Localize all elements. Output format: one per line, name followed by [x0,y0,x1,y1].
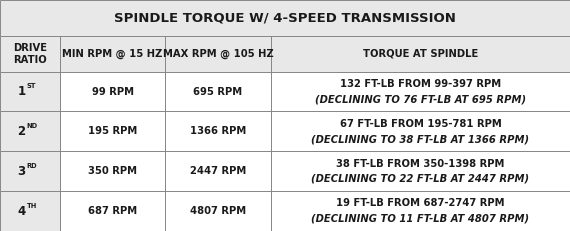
Bar [271,36,570,72]
Bar [0,72,60,112]
Text: TH: TH [26,203,37,209]
Text: (DECLINING TO 11 FT-LB AT 4807 RPM): (DECLINING TO 11 FT-LB AT 4807 RPM) [311,214,530,224]
Text: 38 FT-LB FROM 350-1398 RPM: 38 FT-LB FROM 350-1398 RPM [336,159,504,169]
Text: 99 RPM: 99 RPM [92,87,133,97]
Bar [0,151,60,191]
Text: 195 RPM: 195 RPM [88,126,137,136]
Bar [165,36,271,72]
Text: 132 FT-LB FROM 99-397 RPM: 132 FT-LB FROM 99-397 RPM [340,79,501,89]
Text: SPINDLE TORQUE W/ 4-SPEED TRANSMISSION: SPINDLE TORQUE W/ 4-SPEED TRANSMISSION [114,11,456,24]
Text: 1366 RPM: 1366 RPM [190,126,246,136]
Text: 2447 RPM: 2447 RPM [190,166,246,176]
Text: 3: 3 [17,165,25,178]
Text: 687 RPM: 687 RPM [88,206,137,216]
Text: (DECLINING TO 76 FT-LB AT 695 RPM): (DECLINING TO 76 FT-LB AT 695 RPM) [315,94,526,104]
Text: DRIVE
RATIO: DRIVE RATIO [13,43,47,64]
Text: ST: ST [26,83,36,89]
Text: (DECLINING TO 38 FT-LB AT 1366 RPM): (DECLINING TO 38 FT-LB AT 1366 RPM) [311,134,530,144]
Text: 4: 4 [17,205,25,218]
Text: 19 FT-LB FROM 687-2747 RPM: 19 FT-LB FROM 687-2747 RPM [336,198,504,208]
Text: RD: RD [26,163,37,169]
Bar [60,36,165,72]
Bar [0,0,570,36]
Bar [0,36,60,72]
Text: (DECLINING TO 22 FT-LB AT 2447 RPM): (DECLINING TO 22 FT-LB AT 2447 RPM) [311,174,530,184]
Text: 350 RPM: 350 RPM [88,166,137,176]
Text: TORQUE AT SPINDLE: TORQUE AT SPINDLE [363,49,478,59]
Text: 4807 RPM: 4807 RPM [190,206,246,216]
Text: ND: ND [26,123,38,129]
Text: 67 FT-LB FROM 195-781 RPM: 67 FT-LB FROM 195-781 RPM [340,119,501,129]
Bar [0,112,60,151]
Text: 2: 2 [17,125,25,138]
Bar [0,191,60,231]
Text: 1: 1 [17,85,25,98]
Text: 695 RPM: 695 RPM [193,87,243,97]
Text: MIN RPM @ 15 HZ: MIN RPM @ 15 HZ [62,49,163,59]
Text: MAX RPM @ 105 HZ: MAX RPM @ 105 HZ [162,49,274,59]
